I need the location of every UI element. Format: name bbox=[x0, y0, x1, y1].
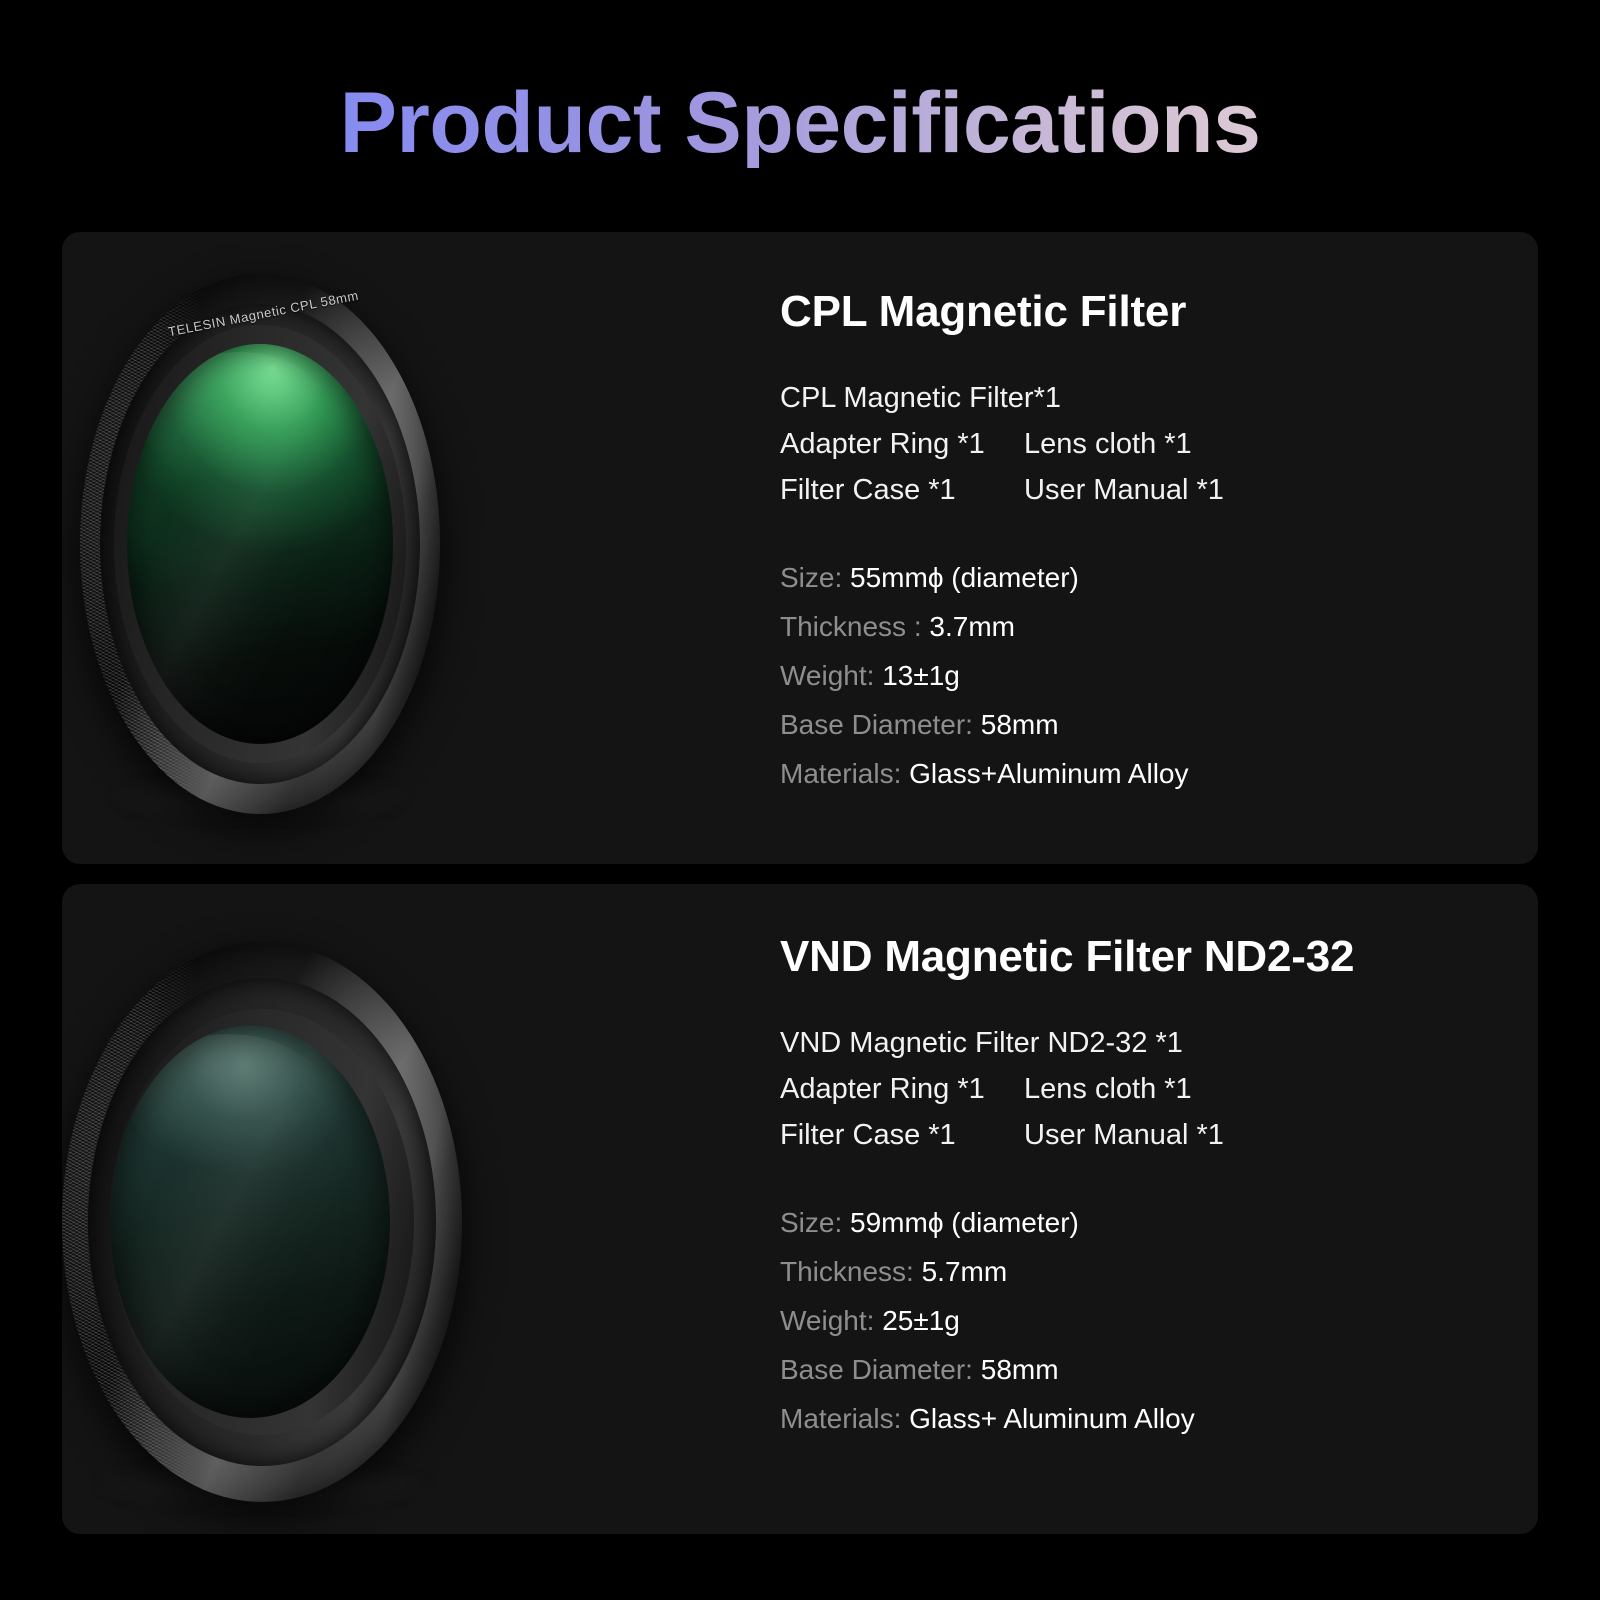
spec-label: Size: bbox=[780, 562, 851, 593]
spec-value: 59mmϕ (diameter) bbox=[850, 1207, 1079, 1238]
spec-row-base-diameter: Base Diameter: 58mm bbox=[780, 700, 1508, 749]
spec-row-thickness: Thickness: 5.7mm bbox=[780, 1247, 1508, 1296]
spec-label: Weight: bbox=[780, 1305, 883, 1336]
spec-row-base-diameter: Base Diameter: 58mm bbox=[780, 1345, 1508, 1394]
spec-list-cpl: Size: 55mmϕ (diameter) Thickness : 3.7mm… bbox=[780, 553, 1508, 798]
spec-label: Thickness: bbox=[780, 1256, 922, 1287]
kit-row: CPL Magnetic Filter*1 bbox=[780, 375, 1508, 421]
spec-label: Size: bbox=[780, 1207, 851, 1238]
page-title: Product Specifications bbox=[0, 78, 1600, 169]
spec-list-vnd: Size: 59mmϕ (diameter) Thickness: 5.7mm … bbox=[780, 1198, 1508, 1443]
kit-item: Adapter Ring *1 bbox=[780, 1073, 985, 1105]
filter-glass-nd-coating bbox=[110, 1026, 390, 1418]
kit-row: Filter Case *1 User Manual *1 bbox=[780, 1112, 1508, 1158]
spec-row-materials: Materials: Glass+Aluminum Alloy bbox=[780, 749, 1508, 798]
glass-highlight bbox=[142, 352, 335, 489]
product-image-vnd bbox=[62, 884, 762, 1534]
spec-label: Thickness : bbox=[780, 611, 930, 642]
kit-item: Filter Case *1 bbox=[780, 1119, 956, 1151]
spec-row-size: Size: 55mmϕ (diameter) bbox=[780, 553, 1508, 602]
product-card-vnd: VND Magnetic Filter ND2-32 VND Magnetic … bbox=[62, 884, 1538, 1534]
spec-row-materials: Materials: Glass+ Aluminum Alloy bbox=[780, 1394, 1508, 1443]
kit-row: Adapter Ring *1 Lens cloth *1 bbox=[780, 421, 1508, 467]
cpl-filter-render: TELESIN Magnetic CPL 58mm bbox=[80, 274, 440, 820]
spec-row-size: Size: 59mmϕ (diameter) bbox=[780, 1198, 1508, 1247]
glass-highlight bbox=[126, 1033, 329, 1168]
card-heading-cpl: CPL Magnetic Filter bbox=[780, 287, 1187, 336]
kit-item: Adapter Ring *1 bbox=[780, 428, 985, 460]
spec-value: Glass+ Aluminum Alloy bbox=[909, 1403, 1195, 1434]
kit-item: VND Magnetic Filter ND2-32 *1 bbox=[780, 1027, 1183, 1059]
kit-item: Lens cloth *1 bbox=[1024, 428, 1192, 460]
spec-value: 58mm bbox=[980, 709, 1059, 740]
kit-item: Filter Case *1 bbox=[780, 474, 956, 506]
product-info-cpl: CPL Magnetic Filter CPL Magnetic Filter*… bbox=[762, 232, 1538, 864]
product-card-cpl: TELESIN Magnetic CPL 58mm CPL Magnetic F… bbox=[62, 232, 1538, 864]
spec-label: Weight: bbox=[780, 660, 883, 691]
spec-row-weight: Weight: 13±1g bbox=[780, 651, 1508, 700]
spec-label: Materials: bbox=[780, 758, 910, 789]
spec-value: 58mm bbox=[980, 1354, 1059, 1385]
card-heading-vnd: VND Magnetic Filter ND2-32 bbox=[780, 932, 1355, 981]
kit-item: CPL Magnetic Filter*1 bbox=[780, 382, 1061, 414]
spec-value: 3.7mm bbox=[929, 611, 1015, 642]
spec-label: Base Diameter: bbox=[780, 709, 981, 740]
vnd-filter-render bbox=[62, 942, 462, 1508]
kit-contents-vnd: VND Magnetic Filter ND2-32 *1 Adapter Ri… bbox=[780, 1020, 1508, 1158]
spec-label: Materials: bbox=[780, 1403, 910, 1434]
kit-contents-cpl: CPL Magnetic Filter*1 Adapter Ring *1 Le… bbox=[780, 375, 1508, 513]
kit-item: Lens cloth *1 bbox=[1024, 1073, 1192, 1105]
kit-row: Adapter Ring *1 Lens cloth *1 bbox=[780, 1066, 1508, 1112]
product-info-vnd: VND Magnetic Filter ND2-32 VND Magnetic … bbox=[762, 884, 1538, 1534]
kit-row: VND Magnetic Filter ND2-32 *1 bbox=[780, 1020, 1508, 1066]
kit-item: User Manual *1 bbox=[1024, 1119, 1224, 1151]
kit-row: Filter Case *1 User Manual *1 bbox=[780, 467, 1508, 513]
spec-value: 5.7mm bbox=[921, 1256, 1008, 1287]
spec-value: 13±1g bbox=[882, 660, 960, 691]
product-image-cpl: TELESIN Magnetic CPL 58mm bbox=[62, 232, 762, 864]
kit-item: User Manual *1 bbox=[1024, 474, 1224, 506]
spec-row-weight: Weight: 25±1g bbox=[780, 1296, 1508, 1345]
spec-value: Glass+Aluminum Alloy bbox=[909, 758, 1189, 789]
glass-sheen bbox=[126, 344, 394, 744]
spec-value: 55mmϕ (diameter) bbox=[850, 562, 1079, 593]
spec-label: Base Diameter: bbox=[780, 1354, 981, 1385]
filter-glass-green-coating bbox=[126, 344, 394, 744]
spec-row-thickness: Thickness : 3.7mm bbox=[780, 602, 1508, 651]
spec-value: 25±1g bbox=[882, 1305, 960, 1336]
glass-sheen bbox=[110, 1026, 390, 1418]
